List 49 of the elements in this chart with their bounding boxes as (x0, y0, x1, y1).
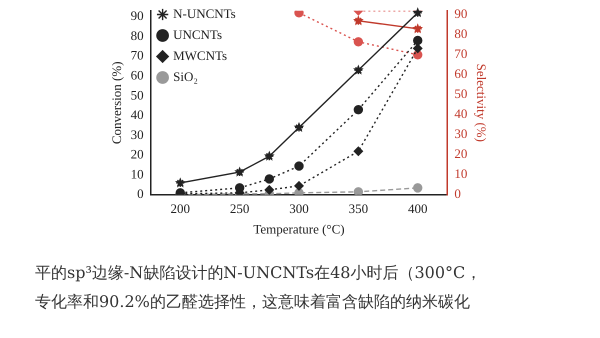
y2-axis-title: Selectivity (%) (474, 64, 489, 142)
y2-tick-label: 50 (454, 86, 468, 102)
y2-tick-label: 30 (454, 126, 468, 142)
point (294, 161, 304, 171)
point (413, 44, 422, 54)
legend-label: SiO₂ (173, 68, 198, 84)
point (294, 10, 304, 18)
y2-tick-label: 70 (454, 46, 468, 62)
x-tick-label: 300 (289, 201, 309, 216)
y-tick-label: 60 (130, 68, 144, 83)
point (354, 105, 364, 114)
y-tick-label: 90 (130, 8, 144, 24)
y-tick-label: 70 (130, 48, 144, 63)
x-tick-label: 250 (230, 201, 250, 216)
y2-tick-label: 90 (454, 6, 468, 22)
point (234, 183, 244, 193)
y-tick-label: 0 (137, 186, 144, 202)
y2-tick-label: 20 (454, 146, 468, 162)
y-tick-label: 50 (130, 87, 144, 102)
y2-tick-label: 10 (454, 166, 468, 182)
x-tick-label: 200 (170, 201, 190, 216)
text: 平的sp³边缘-N缺陷设计的N-UNCNTs在48小时后（300°C， (35, 262, 482, 284)
y-tick-label: 10 (130, 166, 144, 182)
point (294, 181, 304, 191)
y-tick-label: 40 (130, 107, 144, 122)
point (412, 7, 424, 18)
point (264, 185, 274, 195)
x-tick-label: 350 (348, 201, 368, 216)
point (354, 187, 364, 195)
x-tick-label: 400 (408, 201, 428, 216)
legend-label: N-UNCNTs (173, 6, 236, 21)
y2-tick-label: 0 (454, 186, 461, 202)
y2-tick-label: 80 (454, 26, 468, 42)
y-tick-label: 20 (130, 146, 144, 162)
text: 专化率和90.2%的乙醛选择性，这意味着富含缺陷的纳米碳化 (35, 291, 471, 313)
y-axis-title: Conversion (%) (109, 61, 124, 144)
point (413, 183, 422, 193)
legend-label: UNCNTs (173, 26, 222, 42)
y2-tick-label: 40 (454, 106, 468, 122)
point (354, 146, 364, 156)
point (294, 188, 304, 195)
point (354, 37, 364, 46)
legend-label: MWCNTs (173, 48, 228, 63)
point (264, 174, 274, 184)
y-tick-label: 80 (130, 28, 144, 43)
x-axis-title: Temperature (°C) (253, 222, 345, 237)
y-tick-label: 30 (130, 126, 144, 142)
y2-tick-label: 60 (454, 66, 468, 82)
point (413, 36, 422, 46)
